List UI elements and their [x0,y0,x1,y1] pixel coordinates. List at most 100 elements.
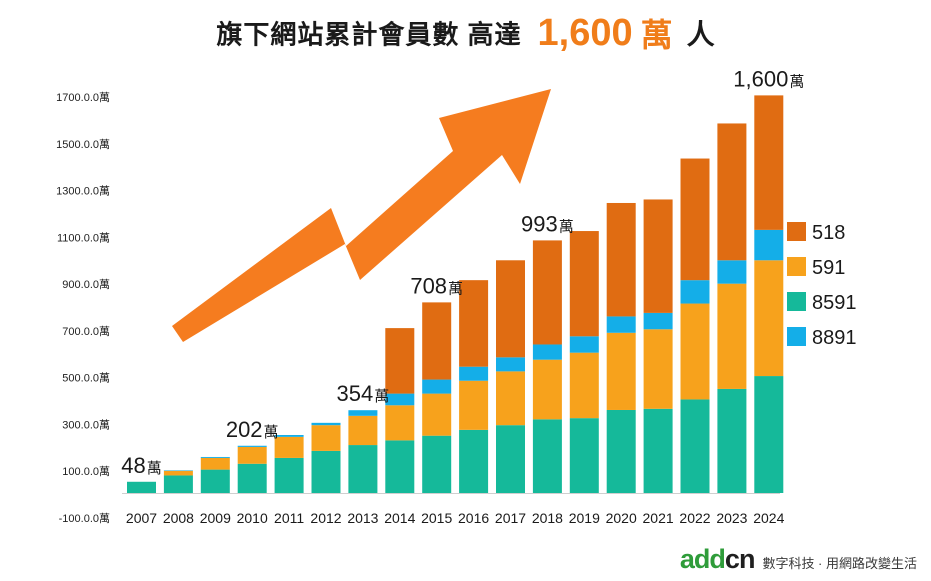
bar-total-label: 202萬 [226,417,279,442]
y-tick-label: 900.0.0萬 [62,278,110,291]
brand-slogan: 數字科技 · 用網路改變生活 [762,556,917,571]
bar-segment-8891-2022 [680,280,710,304]
x-tick-label: 2017 [495,510,526,526]
x-tick-label: 2021 [643,510,674,526]
bar-segment-8591-2019 [569,418,599,493]
x-axis: 2007 2008 2009 2010 2011 2012 2013 2014 2015 2016… [122,493,785,526]
bar-segment-8891-2012 [311,422,341,426]
x-tick-label: 2022 [679,510,710,526]
annotations: 48萬 202萬 354萬 708萬 993萬 1,600萬 [121,66,804,477]
y-tick-label: 500.0.0萬 [62,372,110,385]
x-tick-label: 2015 [421,510,452,526]
page-title: 旗下網站累計會員數 高達 1,600 萬人 [0,10,931,56]
bar-segment-8891-2010 [237,445,267,447]
bar-segment-8891-2021 [643,312,673,330]
legend-label-518: 518 [812,222,845,244]
x-tick-label: 2016 [458,510,489,526]
bar-segment-8891-2018 [532,344,562,360]
legend-swatch-8891 [787,327,806,346]
bar-segment-591-2008 [163,470,193,476]
bar-total-label: 354萬 [337,381,390,406]
x-tick-label: 2011 [274,510,304,526]
bar-segment-591-2011 [274,436,304,458]
bar-segment-591-2020 [606,332,636,410]
bar-segment-591-2018 [532,359,562,420]
bar-segment-591-2012 [311,425,341,451]
bar-segment-8891-2011 [274,434,304,437]
bar-segment-8591-2024 [754,376,784,493]
bar-segment-518-2022 [680,158,710,281]
y-tick-label: -100.0.0萬 [59,512,110,525]
legend-label-591: 591 [812,257,845,279]
title-number: 1,600 [537,11,633,54]
x-tick-label: 2019 [569,510,600,526]
bar-segment-8591-2018 [532,419,562,493]
bar-segment-591-2021 [643,329,673,409]
legend: 518 591 8591 8891 [787,222,857,349]
bar-segment-591-2019 [569,352,599,419]
bar-segment-8891-2020 [606,316,636,333]
title-prefix: 旗下網站累計會員數 高達 [216,19,522,50]
bar-segment-8891-2013 [348,410,378,416]
legend-swatch-518 [787,222,806,241]
bar-segment-518-2014 [385,328,415,394]
bar-segment-591-2023 [717,283,747,389]
title-suffix: 人 [686,19,715,50]
y-tick-label: 1100.0.0萬 [57,231,110,244]
x-tick-label: 2007 [126,510,157,526]
bar-segment-8591-2023 [717,388,747,493]
bar-segment-8891-2014 [385,393,415,406]
bar-segment-518-2020 [606,202,636,317]
bar-segment-8591-2012 [311,450,341,493]
bar-segment-591-2024 [754,260,784,377]
legend-swatch-591 [787,257,806,276]
bar-segment-8891-2024 [754,229,784,261]
bar-total-label: 48萬 [121,453,162,478]
bar-segment-518-2018 [532,240,562,345]
bar-segment-591-2013 [348,415,378,446]
bar-segment-8891-2017 [496,357,525,372]
y-tick-label: 1500.0.0萬 [56,138,110,151]
y-axis: -100.0.0萬 100.0.0萬 300.0.0萬 500.0.0萬 700.0.0… [56,91,110,525]
bar-segment-591-2015 [422,393,452,436]
x-tick-label: 2014 [384,510,415,526]
legend-label-8591: 8591 [812,292,857,314]
x-tick-label: 2009 [200,510,231,526]
bar-total-label: 993萬 [521,211,574,236]
x-tick-label: 2013 [347,510,378,526]
bar-segment-518-2024 [754,95,784,230]
bar-segment-8591-2015 [422,435,452,493]
y-tick-label: 300.0.0萬 [62,418,110,431]
bar-segment-8591-2011 [274,457,304,493]
bar-segment-8891-2015 [422,379,452,394]
bar-segment-8591-2008 [163,475,193,493]
y-tick-label: 1700.0.0萬 [56,91,110,104]
bar-segment-591-2010 [237,446,267,464]
y-tick-label: 100.0.0萬 [62,465,110,478]
bar-segment-8891-2019 [569,336,599,353]
x-tick-label: 2012 [310,510,341,526]
x-tick-label: 2018 [532,510,563,526]
logo-cn: cn [724,544,755,574]
title-unit: 萬 [640,17,673,53]
legend-label-8891: 8891 [812,327,857,349]
bar-segment-8591-2014 [385,440,415,493]
bar-total-label: 1,600萬 [733,66,804,91]
bar-segment-591-2014 [385,405,415,441]
bar-segment-518-2021 [643,199,673,313]
up-arrow-icon [172,89,551,342]
bar-segment-591-2009 [200,457,230,470]
bar-segment-518-2019 [569,231,599,337]
bar-segment-591-2016 [459,380,489,430]
bar-segment-8591-2013 [348,445,378,493]
bar-segment-591-2017 [496,371,525,426]
legend-swatch-8591 [787,292,806,311]
bar-segment-8591-2017 [496,425,525,493]
bar-segment-8891-2016 [459,366,489,381]
bar-segment-8591-2021 [643,408,673,493]
bar-segment-518-2023 [717,123,747,261]
y-tick-label: 1300.0.0萬 [56,185,110,198]
bar-segment-8591-2022 [680,399,710,493]
x-tick-label: 2024 [753,510,784,526]
